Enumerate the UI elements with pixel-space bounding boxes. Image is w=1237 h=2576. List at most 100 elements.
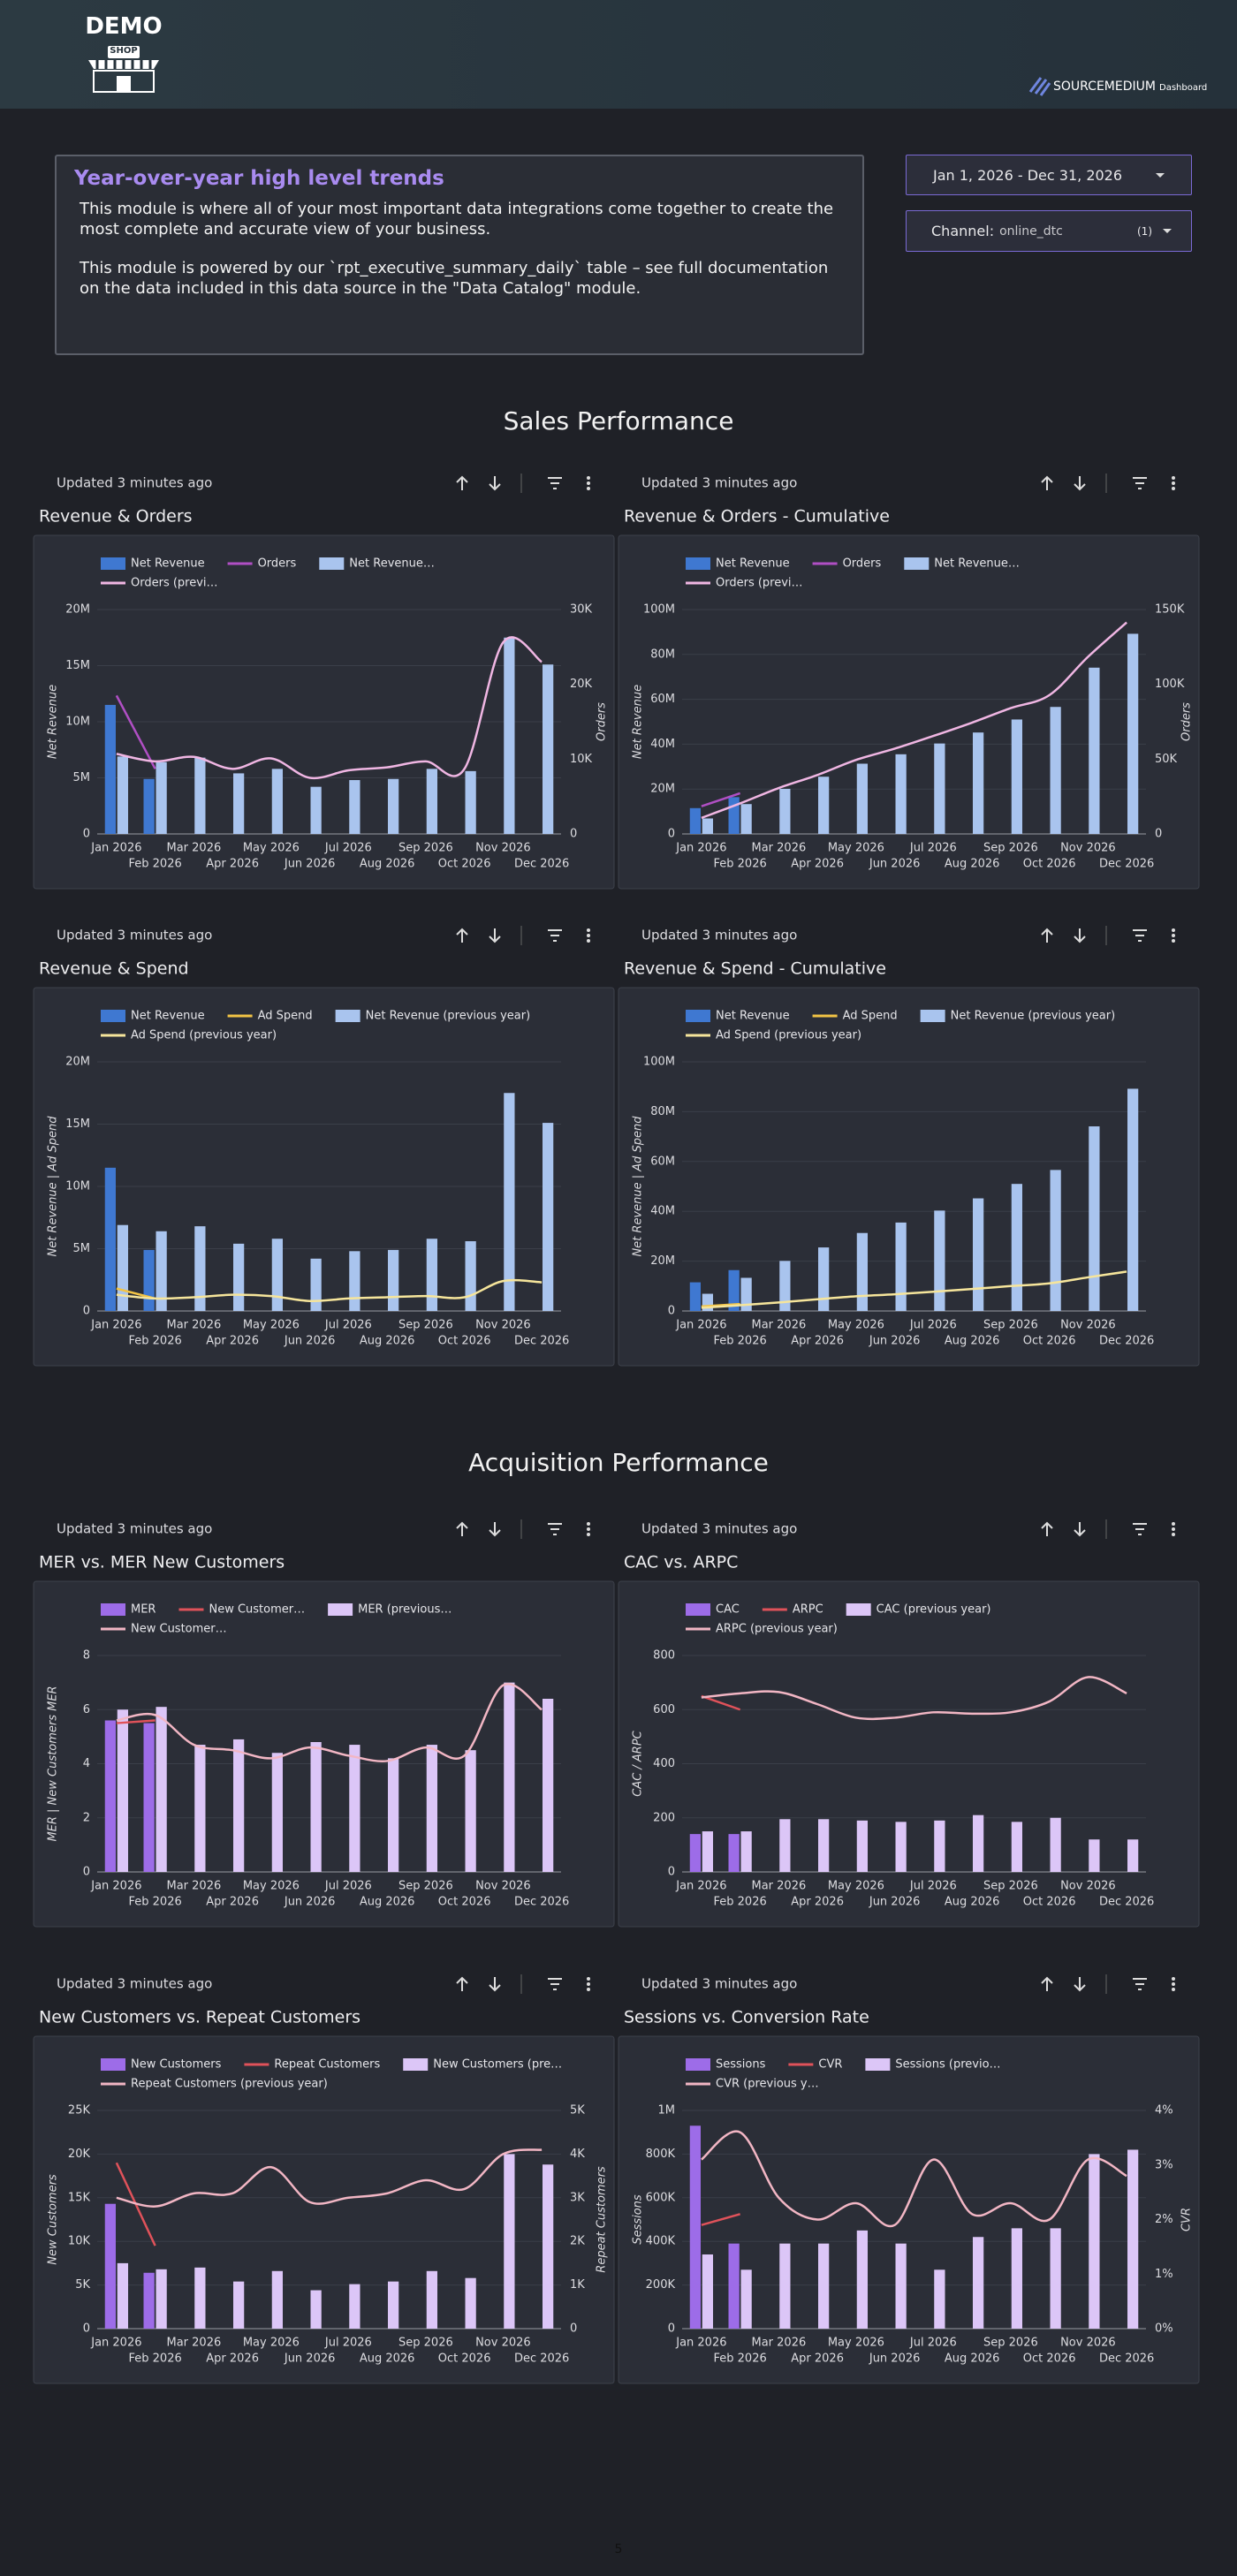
x-tick-label: Aug 2026 xyxy=(360,2352,415,2366)
sort-desc-icon[interactable] xyxy=(1074,1522,1086,1537)
y-tick-label: 60M xyxy=(650,693,675,706)
y2-axis-label: Orders xyxy=(1180,702,1194,741)
bar xyxy=(702,2254,713,2329)
bar xyxy=(143,2272,155,2329)
logo-door xyxy=(117,76,131,92)
bar xyxy=(233,773,245,834)
bar xyxy=(156,761,167,834)
filter-icon[interactable] xyxy=(1133,1523,1147,1535)
sort-desc-icon[interactable] xyxy=(1074,476,1086,491)
y-tick-label: 100M xyxy=(643,603,675,617)
bar xyxy=(779,1261,791,1311)
legend-swatch xyxy=(686,1603,710,1616)
x-tick-label: Jan 2026 xyxy=(90,2337,141,2350)
sort-desc-icon[interactable] xyxy=(489,928,501,943)
x-tick-label: May 2026 xyxy=(828,842,884,855)
legend-label: Ad Spend xyxy=(843,1010,898,1023)
x-tick-label: Apr 2026 xyxy=(791,858,844,871)
bar xyxy=(1127,633,1139,834)
filter-icon[interactable] xyxy=(548,477,562,489)
bar xyxy=(233,2281,245,2329)
y2-tick-label: 100K xyxy=(1155,678,1185,691)
sort-desc-icon[interactable] xyxy=(489,1522,501,1537)
sort-asc-icon[interactable] xyxy=(456,475,468,490)
sort-asc-icon[interactable] xyxy=(1041,928,1053,943)
x-tick-label: Jun 2026 xyxy=(869,1896,921,1909)
bar xyxy=(779,2243,791,2329)
y-tick-label: 25K xyxy=(68,2104,91,2118)
filter-icon[interactable] xyxy=(548,1978,562,1990)
sort-desc-icon[interactable] xyxy=(489,1977,501,1992)
bar xyxy=(104,1720,116,1872)
y2-tick-label: 1% xyxy=(1155,2268,1173,2281)
x-tick-label: Jun 2026 xyxy=(869,858,921,871)
chart-panel: Updated 3 minutes ago New Customers vs. R… xyxy=(33,1974,615,2384)
bar xyxy=(143,778,155,834)
logo-text: DEMO xyxy=(85,13,162,40)
menu-dot xyxy=(1172,487,1175,490)
date-range: Jan 1, 2026 - Dec 31, 2026 xyxy=(932,166,1123,184)
filter-icon[interactable] xyxy=(1133,929,1147,942)
filter-icon[interactable] xyxy=(1133,477,1147,489)
line xyxy=(701,1694,741,1711)
legend-swatch xyxy=(920,1010,945,1022)
line xyxy=(116,2148,543,2208)
x-tick-label: Apr 2026 xyxy=(206,1896,259,1909)
status-text: Updated 3 minutes ago xyxy=(57,475,212,491)
sort-desc-icon[interactable] xyxy=(1074,1977,1086,1992)
filter-icon[interactable] xyxy=(548,1523,562,1535)
y-tick-label: 80M xyxy=(650,648,675,661)
x-tick-label: Nov 2026 xyxy=(1060,1880,1116,1893)
bar xyxy=(117,1224,128,1311)
sort-asc-icon[interactable] xyxy=(1041,1521,1053,1536)
bar xyxy=(1011,1822,1022,1872)
logo[interactable]: DEMO SHOP xyxy=(81,12,166,95)
sort-asc-icon[interactable] xyxy=(1041,475,1053,490)
sort-desc-icon[interactable] xyxy=(489,476,501,491)
bar xyxy=(349,1745,360,1872)
y-tick-label: 40M xyxy=(650,738,675,751)
x-tick-label: Jul 2026 xyxy=(324,842,372,855)
filter-icon[interactable] xyxy=(1133,1978,1147,1990)
y2-tick-label: 3K xyxy=(570,2191,585,2204)
sort-asc-icon[interactable] xyxy=(1041,1976,1053,1991)
filter-icon[interactable] xyxy=(548,929,562,942)
x-tick-label: Jul 2026 xyxy=(909,1319,957,1332)
x-tick-label: Nov 2026 xyxy=(475,2337,531,2350)
x-tick-label: May 2026 xyxy=(243,2337,300,2350)
bar xyxy=(973,2237,984,2329)
chart-box xyxy=(33,534,615,890)
bar xyxy=(702,818,713,834)
bar xyxy=(104,704,116,834)
legend-label: Repeat Customers xyxy=(274,2058,380,2072)
bar xyxy=(973,1198,984,1311)
bar xyxy=(740,2269,752,2329)
y-tick-label: 10M xyxy=(65,1180,90,1193)
date-filter[interactable]: Jan 1, 2026 - Dec 31, 2026 xyxy=(906,155,1192,195)
y2-tick-label: 0% xyxy=(1155,2322,1173,2336)
y2-tick-label: 0 xyxy=(570,828,577,841)
legend-label: ARPC (previous year) xyxy=(716,1623,838,1636)
sort-desc-icon[interactable] xyxy=(1074,928,1086,943)
sort-asc-icon[interactable] xyxy=(456,1976,468,1991)
legend-label: CAC xyxy=(716,1603,740,1617)
channel-filter[interactable]: Channel: online_dtc (1) xyxy=(906,210,1192,252)
line xyxy=(116,636,543,780)
x-tick-label: Nov 2026 xyxy=(1060,2337,1116,2350)
legend-swatch xyxy=(846,1603,871,1616)
sort-asc-icon[interactable] xyxy=(456,1521,468,1536)
line xyxy=(116,1682,543,1762)
x-tick-label: Feb 2026 xyxy=(129,2352,182,2366)
y-tick-label: 15K xyxy=(68,2191,91,2204)
bar xyxy=(973,1815,984,1872)
bar xyxy=(895,1222,907,1311)
chart-title: Sessions vs. Conversion Rate xyxy=(624,2008,869,2027)
x-tick-label: Apr 2026 xyxy=(206,2352,259,2366)
intro-text: This module is powered by our `rpt_execu… xyxy=(80,258,829,299)
sort-asc-icon[interactable] xyxy=(456,928,468,943)
intro-title: Year-over-year high level trends xyxy=(74,167,444,190)
x-tick-label: Nov 2026 xyxy=(475,1319,531,1332)
bar xyxy=(143,1249,155,1311)
chart-panel: Updated 3 minutes ago Revenue & Orders - … xyxy=(618,474,1200,890)
y-tick-label: 60M xyxy=(650,1155,675,1168)
